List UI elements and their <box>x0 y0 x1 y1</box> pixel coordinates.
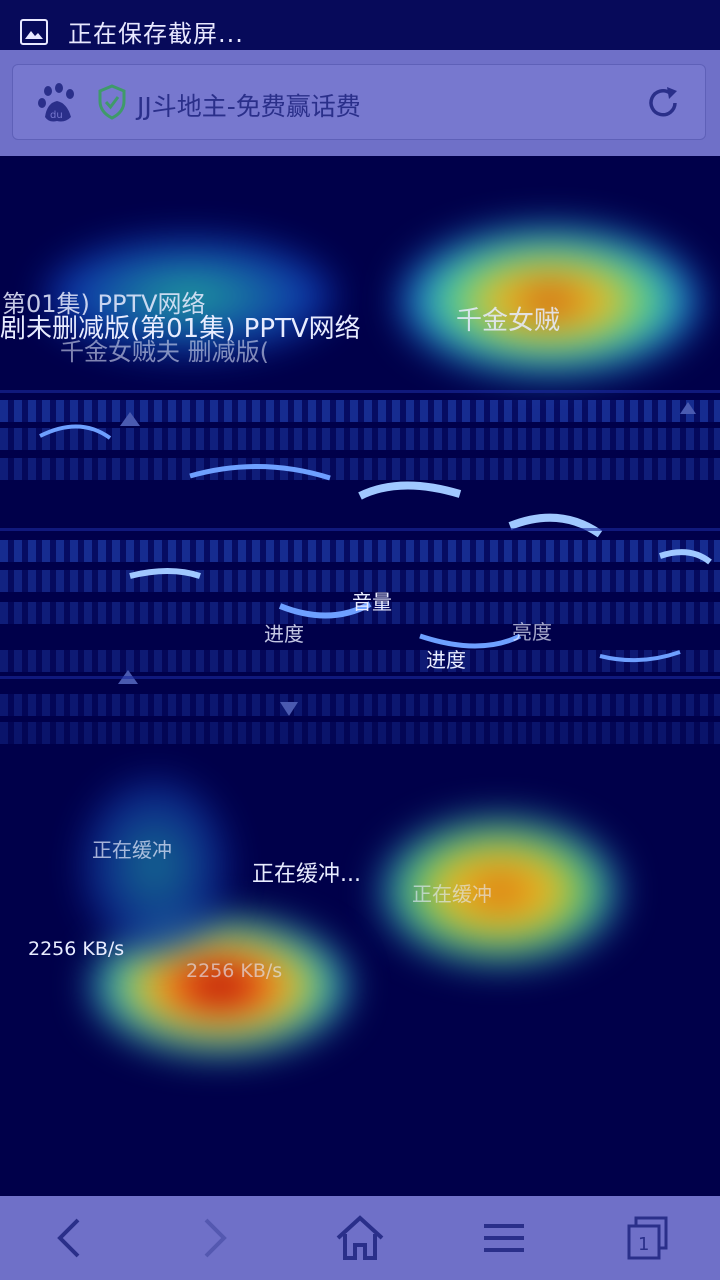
screenshot-icon <box>20 19 48 49</box>
video-player[interactable]: 第01集) PPTV网络 剧未删减版(第01集) PPTV网络 千金女贼 千金女… <box>0 156 720 1196</box>
browser-toolbar: du JJ斗地主-免费赢话费 <box>0 50 720 156</box>
glitch-stripe <box>0 650 720 672</box>
heat-blob <box>40 236 340 356</box>
glitch-stripe <box>0 570 720 592</box>
page-title[interactable]: JJ斗地主-免费赢话费 <box>137 92 361 121</box>
tabs-button[interactable] <box>624 1214 672 1266</box>
tabs-icon <box>627 1216 668 1260</box>
bottom-navigation: 1 <box>0 1196 720 1280</box>
heat-blob <box>400 226 700 376</box>
arrow-up-icon <box>680 402 696 414</box>
status-bar: 正在保存截屏... <box>0 0 720 50</box>
glitch-stripe <box>0 694 720 716</box>
home-icon <box>336 1215 384 1260</box>
brightness-label: 亮度 <box>512 620 552 644</box>
forward-button[interactable] <box>192 1214 236 1266</box>
arrow-down-icon <box>280 702 298 716</box>
heat-blob <box>380 816 620 966</box>
volume-label: 音量 <box>352 590 392 614</box>
video-title-fragment: 千金女贼 <box>456 306 561 336</box>
loading-text-fragment: 正在缓冲 <box>92 838 172 862</box>
glitch-stripe <box>0 400 720 422</box>
glitch-stripe <box>0 458 720 480</box>
shield-check-icon <box>97 84 127 124</box>
video-title: 剧未删减版(第01集) PPTV网络 <box>0 314 361 344</box>
glitch-stripe <box>0 602 720 624</box>
svg-text:du: du <box>50 110 63 121</box>
glitch-stripe <box>0 722 720 744</box>
glitch-stripe <box>0 428 720 450</box>
menu-icon <box>484 1224 524 1252</box>
arrow-up-icon <box>120 412 140 426</box>
download-speed: 2256 KB/s <box>28 938 125 960</box>
video-title-fragment: 第01集) PPTV网络 <box>2 290 206 318</box>
download-speed-overlay: 2256 KB/s <box>186 960 283 982</box>
scanline <box>0 676 720 679</box>
heat-blob <box>80 776 230 956</box>
scanline <box>0 528 720 531</box>
menu-button[interactable] <box>480 1214 528 1266</box>
tab-count: 1 <box>638 1234 650 1255</box>
notification-text: 正在保存截屏... <box>68 20 244 48</box>
video-title-line-2: 千金女贼夫 删减版( <box>60 338 269 366</box>
home-button[interactable] <box>334 1214 386 1266</box>
refresh-icon[interactable] <box>643 83 683 127</box>
progress-label: 进度 <box>264 622 304 646</box>
baidu-paw-icon[interactable]: du <box>35 81 79 129</box>
loading-text: 正在缓冲... <box>252 862 361 887</box>
scanline <box>0 390 720 393</box>
loading-text-overlay: 正在缓冲 <box>412 882 492 906</box>
back-button[interactable] <box>48 1214 92 1266</box>
address-bar[interactable]: du JJ斗地主-免费赢话费 <box>12 64 706 140</box>
glitched-circle-arcs <box>39 424 712 663</box>
chevron-left-icon <box>57 1218 80 1258</box>
progress-label-2: 进度 <box>426 648 466 672</box>
chevron-right-icon <box>204 1218 227 1258</box>
glitch-stripe <box>0 540 720 562</box>
